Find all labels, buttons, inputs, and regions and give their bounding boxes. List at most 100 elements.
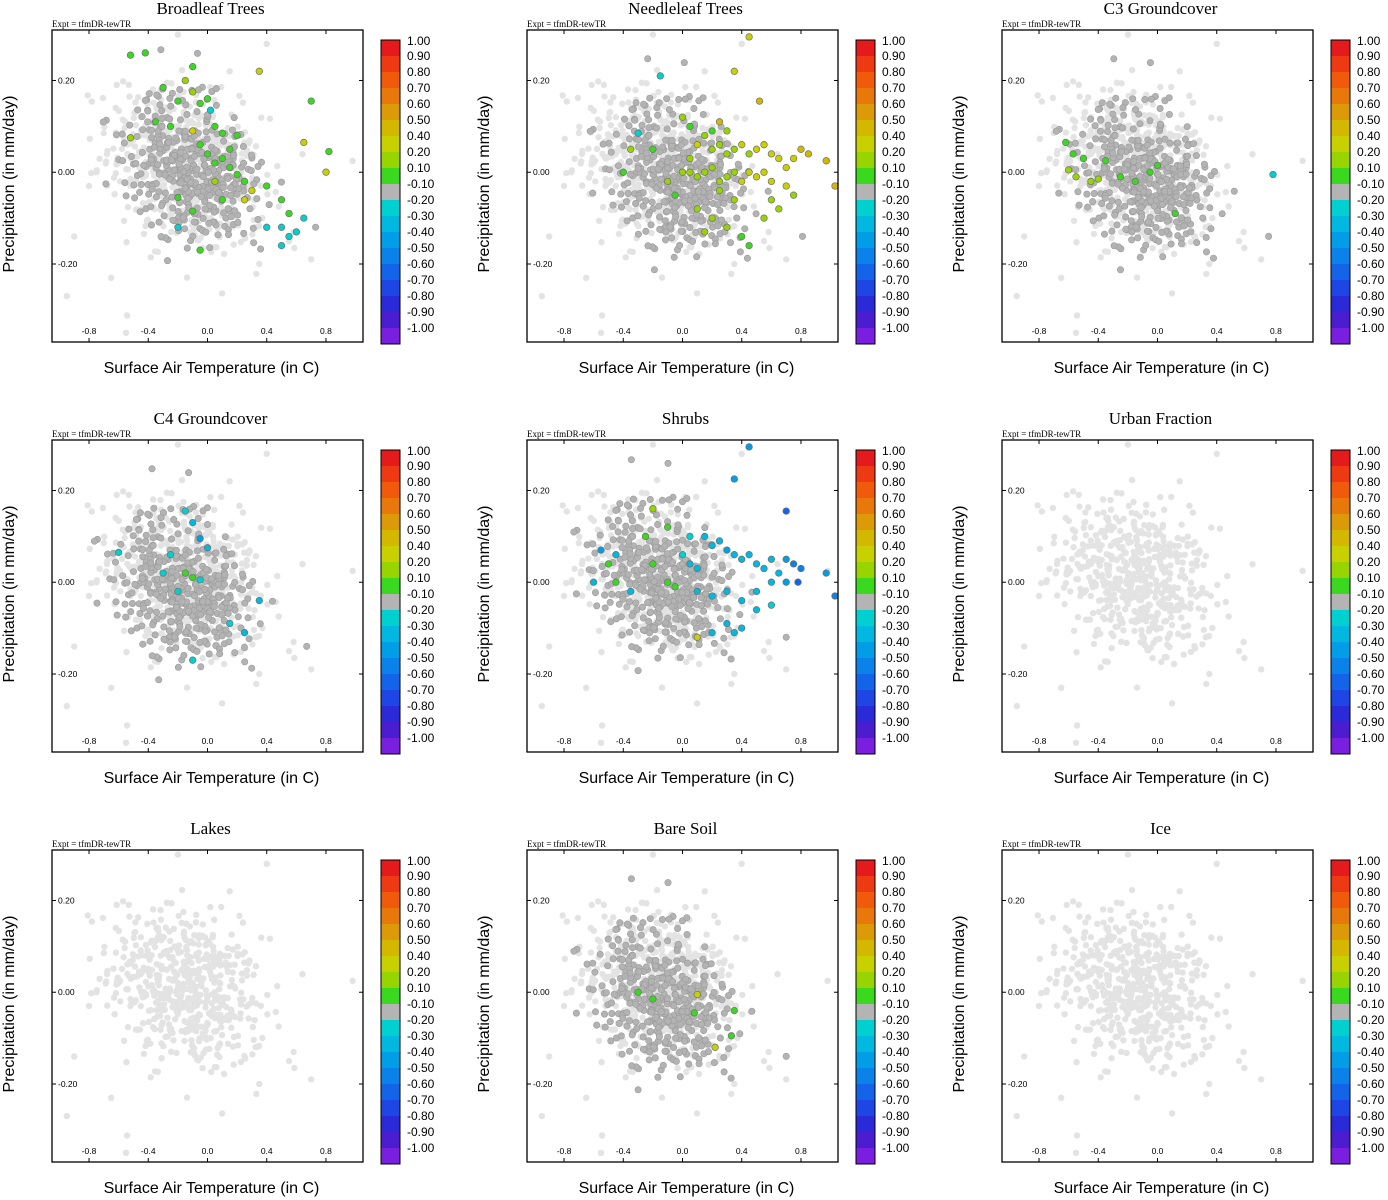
background-point: [118, 130, 126, 138]
background-point: [1159, 211, 1167, 219]
background-point: [1079, 136, 1087, 144]
data-point: [752, 145, 761, 153]
colorbar-swatch: [381, 466, 400, 482]
background-point: [207, 493, 214, 501]
expt-label: Expt = tfmDR-tewTR: [52, 429, 131, 439]
colorbar-label: 0.40: [407, 539, 431, 553]
background-point: [119, 488, 127, 495]
background-point: [653, 104, 661, 112]
background-point: [128, 599, 136, 607]
colorbar-swatch: [381, 216, 400, 232]
background-point: [650, 266, 658, 274]
colorbar-swatch: [381, 562, 400, 578]
background-point: [114, 564, 121, 571]
background-point: [585, 145, 592, 152]
background-point: [623, 217, 631, 225]
background-point: [631, 116, 639, 124]
background-point: [213, 244, 220, 251]
background-point: [1152, 182, 1160, 190]
colorbar-swatch: [1331, 264, 1350, 280]
background-point: [685, 547, 693, 554]
y-tick-label: -0.20: [58, 259, 78, 269]
background-point: [752, 210, 760, 218]
background-point: [170, 633, 178, 641]
background-point: [139, 640, 147, 648]
background-point: [179, 214, 187, 222]
background-point: [245, 550, 252, 557]
background-point: [720, 199, 728, 207]
colorbar-swatch: [856, 120, 875, 136]
data-point: [752, 173, 761, 181]
background-point: [693, 700, 701, 707]
background-point: [682, 83, 689, 91]
background-point: [1193, 239, 1201, 247]
background-point: [177, 149, 185, 157]
background-point: [145, 190, 153, 198]
background-point: [84, 502, 91, 509]
background-point: [609, 201, 617, 209]
colorbar-swatch: [856, 72, 875, 88]
background-point: [701, 478, 708, 485]
background-point: [113, 491, 120, 499]
background-point: [677, 162, 685, 170]
background-point: [586, 127, 594, 135]
background-point: [247, 151, 255, 159]
data-point: [206, 106, 215, 114]
background-point: [122, 613, 130, 621]
background-point: [349, 157, 356, 164]
background-point: [189, 612, 197, 620]
colorbar-swatch: [856, 56, 875, 72]
background-point: [215, 624, 223, 632]
background-point: [1114, 198, 1122, 206]
background-point: [662, 170, 670, 178]
colorbar-swatch: [856, 88, 875, 104]
colorbar-swatch: [1331, 104, 1350, 120]
background-point: [312, 223, 320, 231]
colorbar-swatch: [381, 88, 400, 104]
background-point: [645, 132, 653, 140]
background-point: [243, 562, 250, 569]
background-point: [710, 170, 718, 178]
y-tick-label: 0.20: [58, 75, 75, 85]
background-point: [254, 163, 262, 171]
background-point: [118, 555, 126, 563]
background-point: [617, 190, 625, 198]
data-point: [1062, 138, 1070, 147]
background-point: [88, 169, 95, 177]
background-point: [1081, 178, 1088, 185]
background-point: [1249, 151, 1256, 158]
background-point: [147, 559, 155, 567]
background-point: [1177, 184, 1185, 192]
background-point: [644, 55, 652, 63]
background-point: [1097, 220, 1104, 227]
background-point: [225, 231, 233, 239]
background-point: [1166, 139, 1174, 147]
background-point: [130, 114, 137, 122]
background-point: [212, 85, 220, 93]
background-point: [138, 575, 146, 583]
colorbar-swatch: [1331, 296, 1350, 312]
background-point: [167, 617, 175, 625]
background-point: [266, 115, 274, 122]
background-point: [728, 680, 735, 688]
background-point: [1201, 197, 1208, 204]
colorbar-label: -0.20: [1357, 193, 1385, 207]
data-point: [300, 138, 308, 147]
background-point: [238, 560, 245, 567]
background-point: [146, 607, 154, 615]
background-point: [181, 127, 189, 135]
colorbar-label: 1.00: [407, 444, 431, 458]
background-point: [658, 127, 666, 134]
background-point: [291, 654, 298, 662]
data-point: [203, 150, 212, 158]
background-point: [157, 542, 164, 549]
background-point: [199, 214, 207, 222]
expt-label: Expt = tfmDR-tewTR: [52, 19, 131, 29]
background-point: [661, 217, 669, 225]
data-point: [782, 182, 790, 190]
background-point: [640, 100, 648, 108]
background-point: [240, 229, 248, 237]
colorbar-frame: [380, 39, 401, 345]
background-point: [185, 607, 193, 615]
background-point: [760, 647, 768, 655]
